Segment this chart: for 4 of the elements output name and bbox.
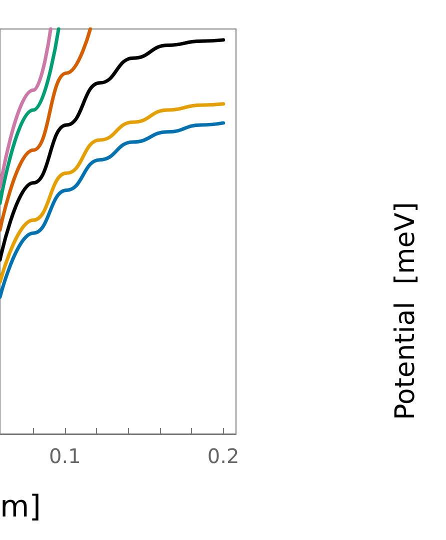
x-tick-label: 0.1: [49, 444, 81, 468]
x-tick-label: 0.2: [207, 444, 240, 468]
x-axis-title: m]: [0, 490, 41, 524]
text: Potential [meV]: [390, 202, 421, 420]
